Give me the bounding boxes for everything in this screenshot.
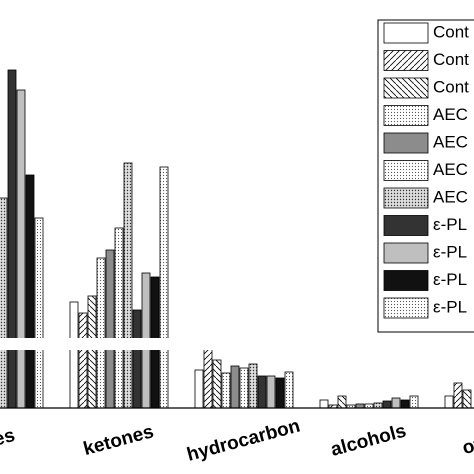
legend-swatch xyxy=(383,297,429,319)
bar xyxy=(96,257,106,409)
bar xyxy=(382,400,392,409)
bar xyxy=(400,399,410,409)
bar xyxy=(78,312,88,409)
legend-label: AEC xyxy=(433,105,468,124)
bar xyxy=(25,174,35,409)
legend-label: ε-PL xyxy=(433,297,467,316)
bar xyxy=(194,369,204,409)
bar xyxy=(266,375,276,409)
bar xyxy=(114,227,124,409)
legend-label: AEC xyxy=(433,160,468,179)
x-tick-label: alcohols xyxy=(329,421,409,461)
bar xyxy=(203,342,213,409)
bar xyxy=(7,69,17,409)
legend-swatch xyxy=(383,132,429,154)
bar xyxy=(337,395,347,409)
x-tick-label: hydrocarbon xyxy=(185,416,303,466)
bar xyxy=(275,377,285,409)
bar xyxy=(284,371,294,409)
bar xyxy=(123,162,133,409)
legend-swatch xyxy=(383,77,429,99)
bar xyxy=(16,89,26,409)
bar xyxy=(0,197,8,409)
bar xyxy=(319,399,329,409)
legend-label: AEC xyxy=(433,187,468,206)
bar xyxy=(34,217,44,409)
bar xyxy=(257,375,267,409)
bar xyxy=(105,249,115,409)
legend-swatch xyxy=(383,242,429,264)
bar xyxy=(87,295,97,409)
bar xyxy=(391,397,401,409)
bar xyxy=(462,389,472,409)
legend-swatch xyxy=(383,187,429,209)
bar xyxy=(409,395,419,409)
bar xyxy=(444,395,454,409)
bar xyxy=(159,166,169,409)
bar xyxy=(453,382,463,409)
legend-swatch xyxy=(383,105,429,126)
legend-label: ε-PL xyxy=(433,270,467,289)
legend-swatch xyxy=(383,270,429,291)
bar xyxy=(132,309,142,409)
legend: Cont Cont Cont AEC AEC AEC AEC ε-PL ε-PL ε-PL ε-PL xyxy=(377,19,474,333)
legend-label: AEC xyxy=(433,132,468,151)
legend-swatch xyxy=(383,22,429,44)
bar xyxy=(69,301,79,409)
axis-break xyxy=(0,338,378,350)
bar xyxy=(230,365,240,409)
legend-label: ε-PL xyxy=(433,242,467,261)
bar xyxy=(212,359,222,409)
bars xyxy=(0,69,472,409)
legend-label: Cont xyxy=(433,50,469,69)
bar xyxy=(373,402,383,409)
legend-label: Cont xyxy=(433,22,469,41)
x-tick-label: other c xyxy=(460,422,474,459)
x-tick-label: ydes xyxy=(0,425,17,456)
x-tick-label: ketones xyxy=(81,421,156,460)
legend-label: Cont xyxy=(433,77,469,96)
legend-swatch xyxy=(383,50,429,71)
legend-swatch xyxy=(383,215,429,236)
bar xyxy=(221,372,231,409)
bar xyxy=(248,363,258,409)
legend-swatch xyxy=(383,160,429,181)
legend-label: ε-PL xyxy=(433,215,467,234)
bar xyxy=(239,367,249,409)
